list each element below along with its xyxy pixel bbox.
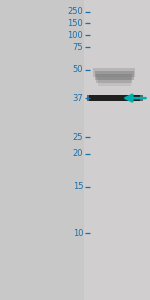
Text: 250: 250 <box>68 8 83 16</box>
Text: 20: 20 <box>73 149 83 158</box>
Bar <box>98 76 130 85</box>
Text: 25: 25 <box>73 133 83 142</box>
Text: 150: 150 <box>68 19 83 28</box>
Text: 37: 37 <box>72 94 83 103</box>
Text: 50: 50 <box>73 65 83 74</box>
Text: 75: 75 <box>73 43 83 52</box>
Bar <box>87 95 89 101</box>
Bar <box>87 95 142 101</box>
Bar <box>140 95 142 101</box>
Bar <box>84 0 150 300</box>
Bar <box>93 68 135 76</box>
Bar <box>94 70 134 80</box>
Bar <box>96 74 132 82</box>
Text: 15: 15 <box>73 182 83 191</box>
Text: 10: 10 <box>73 229 83 238</box>
Text: 100: 100 <box>68 31 83 40</box>
